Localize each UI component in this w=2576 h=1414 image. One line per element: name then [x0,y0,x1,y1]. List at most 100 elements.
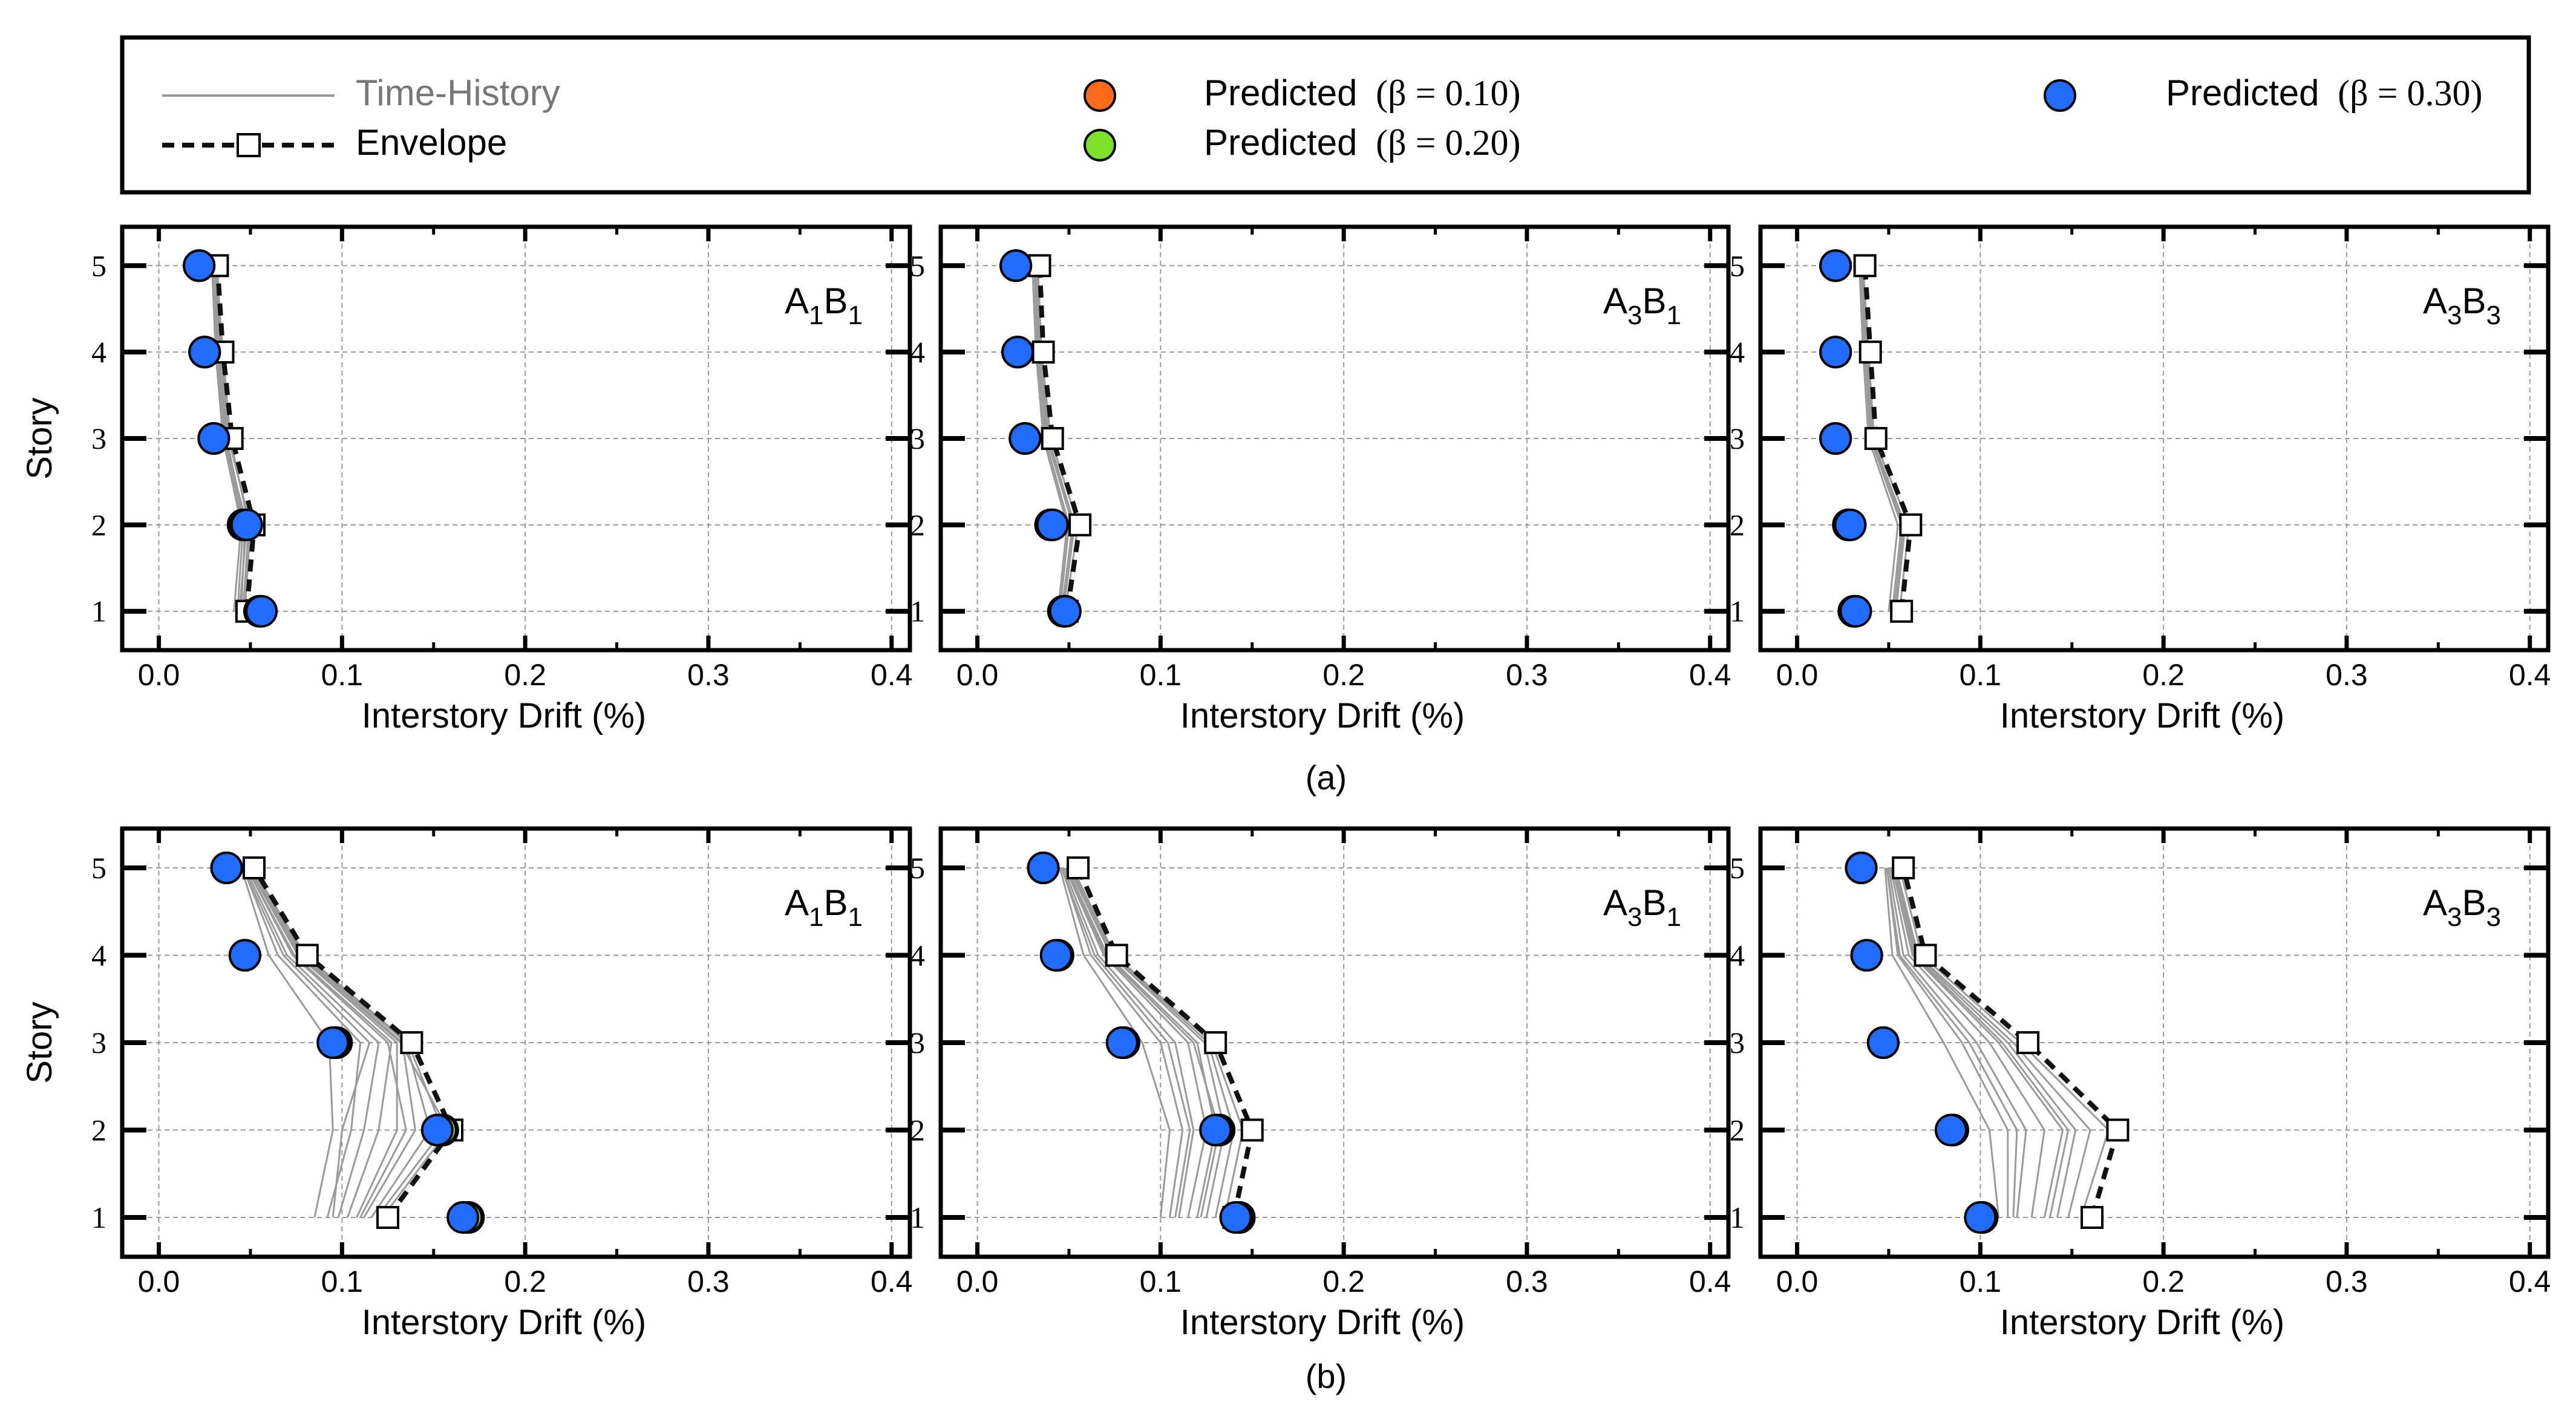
envelope-marker [1899,513,1923,536]
envelope-marker [1890,599,1914,623]
panel-label-part: 1 [809,902,823,932]
y-tick-label: 2 [910,1113,925,1147]
panel-label-part: B [823,882,848,923]
y-tick-label: 4 [91,939,106,973]
y-tick-label: 4 [1730,335,1745,369]
y-tick-label: 2 [910,508,925,542]
y-tick-label: 5 [91,249,106,282]
predicted-030-marker [1199,1113,1232,1147]
chart-panel-6: 0.0 0.1 0.2 0.3 0.4 1 2 3 4 5 Interstory Drift (%)… [1730,826,2551,1342]
legend-envelope-label: Envelope [356,122,507,163]
y-tick-label: 1 [1730,595,1745,628]
y-tick-label: 2 [1730,1113,1745,1147]
panel-label-part: A [1603,281,1627,321]
x-tick-label: 0.0 [956,1265,999,1298]
panel-label: A3B1 [1603,882,1681,932]
x-axis-label: Interstory Drift (%) [362,696,647,735]
x-tick-label: 0.2 [504,1265,546,1298]
panel-label-part: A [785,281,809,321]
panel-label-part: A [1603,882,1627,923]
time-history-line [1888,867,2027,1218]
time-history-line [1062,867,1195,1218]
predicted-030-marker [1845,852,1878,885]
y-tick-label: 4 [91,335,106,369]
predicted-030-marker [245,595,278,628]
panel-label-part: B [1642,882,1666,923]
panel-label: A3B3 [2423,281,2501,330]
envelope-marker [376,1205,400,1229]
legend-time-history-label: Time-History [356,73,560,113]
y-tick-label: 4 [910,939,925,973]
x-tick-label: 0.4 [1689,1265,1731,1298]
panel-label-part: 3 [2486,902,2501,932]
x-tick-label: 0.2 [1322,658,1365,692]
legend-pred-030-marker [2044,79,2076,112]
panel-label-part: B [2462,882,2486,923]
predicted-030-marker [1866,1026,1900,1059]
panel-label: A1B1 [785,882,863,932]
panel-label-part: B [2462,281,2486,321]
predicted-030-marker [1934,1113,1967,1147]
x-tick-label: 0.4 [1689,658,1731,692]
predicted-030-marker [316,1026,350,1059]
x-tick-label: 0.2 [2142,1265,2185,1298]
predicted-030-marker [197,422,230,455]
legend-pred-030-beta: (β = 0.30) [2338,73,2482,113]
predicted-030-marker [228,939,261,972]
x-axis-label: Interstory Drift (%) [1180,696,1465,735]
legend: Time-History Envelope Predicted (β = 0.1… [120,35,2531,195]
legend-pred-010-marker [1084,79,1116,112]
x-tick-label: 0.0 [138,658,180,692]
time-history-line [1895,867,2091,1218]
x-axis-label: Interstory Drift (%) [2000,696,2285,735]
predicted-030-marker [1048,595,1082,628]
time-history-line [1891,867,2064,1218]
x-tick-label: 0.4 [2509,658,2551,692]
y-tick-label: 5 [1730,851,1745,885]
time-history-line [242,867,371,1218]
predicted-030-marker [420,1113,454,1147]
panel-label-part: 1 [848,902,863,932]
x-tick-label: 0.3 [687,658,730,692]
predicted-030-marker [210,852,243,885]
x-tick-label: 0.3 [2326,1265,2368,1298]
y-tick-label: 3 [1730,1026,1745,1060]
x-axis-label: Interstory Drift (%) [2000,1303,2285,1342]
envelope-marker [1864,427,1888,450]
chart-panel-1: 0.0 0.1 0.2 0.3 0.4 1 2 3 4 5 Interstory Drift (%)… [20,224,912,735]
predicted-030-marker [1039,939,1073,972]
legend-pred-010-beta: (β = 0.10) [1376,73,1520,113]
time-history-line [1061,867,1184,1218]
y-tick-label: 3 [910,422,925,455]
panel-label-part: B [1642,281,1666,321]
x-tick-label: 0.4 [871,1265,913,1298]
chart-panel-4: 0.0 0.1 0.2 0.3 0.4 1 2 3 4 5 Interstory Drift (%)… [20,826,913,1342]
predicted-030-marker [1819,422,1852,455]
envelope-marker [1204,1031,1228,1054]
y-tick-label: 5 [910,851,925,885]
legend-envelope-marker [237,133,261,157]
envelope-marker [1105,943,1128,967]
time-history-line [1893,867,2077,1218]
predicted-030-marker [1001,336,1035,369]
envelope-marker [400,1031,423,1054]
time-history-line [1886,867,2009,1217]
y-tick-label: 1 [91,1201,106,1234]
x-tick-label: 0.1 [1140,658,1182,692]
legend-pred-030-word: Predicted [2166,73,2319,113]
predicted-030-marker [1219,1201,1252,1234]
envelope-marker [2016,1031,2040,1054]
panel-label-part: A [2423,882,2447,923]
predicted-030-marker [1027,852,1060,885]
y-tick-label: 1 [1730,1201,1745,1234]
predicted-030-marker [1850,939,1883,972]
envelope-marker [2081,1205,2104,1229]
x-tick-label: 0.0 [1776,658,1819,692]
envelope-marker [1853,254,1877,278]
chart-panel-3: 0.0 0.1 0.2 0.3 0.4 1 2 3 4 5 Interstory Drift (%)… [1730,224,2551,735]
y-tick-label: 3 [910,1026,925,1060]
time-history-line [1889,867,2045,1218]
time-history-line [1884,867,2000,1218]
predicted-030-marker [230,508,263,541]
